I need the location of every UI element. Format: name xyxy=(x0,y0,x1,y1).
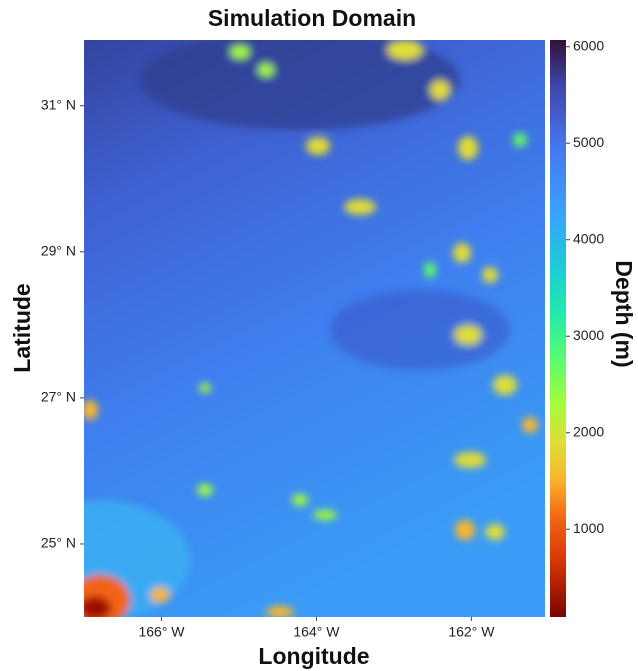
y-tick-label: 27° N xyxy=(41,389,76,405)
y-axis-label: Latitude xyxy=(9,283,35,372)
colorbar-tick-label: 4000 xyxy=(573,230,604,246)
y-tick-label: 29° N xyxy=(41,243,76,259)
y-tick-label: 31° N xyxy=(41,96,76,112)
x-axis-label: Longitude xyxy=(258,643,369,669)
colorbar-tick-label: 5000 xyxy=(573,134,604,150)
x-tick-label: 166° W xyxy=(138,624,185,640)
colorbar-tick-label: 3000 xyxy=(573,327,604,343)
colorbar-tick-label: 1000 xyxy=(573,520,604,536)
x-tick-label: 162° W xyxy=(448,624,495,640)
title: Simulation Domain xyxy=(208,5,416,31)
colorbar-label: Depth (m) xyxy=(611,260,637,367)
colorbar-tick-label: 6000 xyxy=(573,37,604,53)
x-tick-label: 164° W xyxy=(293,624,340,640)
depth-field xyxy=(84,40,545,617)
y-tick-label: 25° N xyxy=(41,535,76,551)
colorbar-tick-label: 2000 xyxy=(573,423,604,439)
colorbar xyxy=(550,40,566,617)
